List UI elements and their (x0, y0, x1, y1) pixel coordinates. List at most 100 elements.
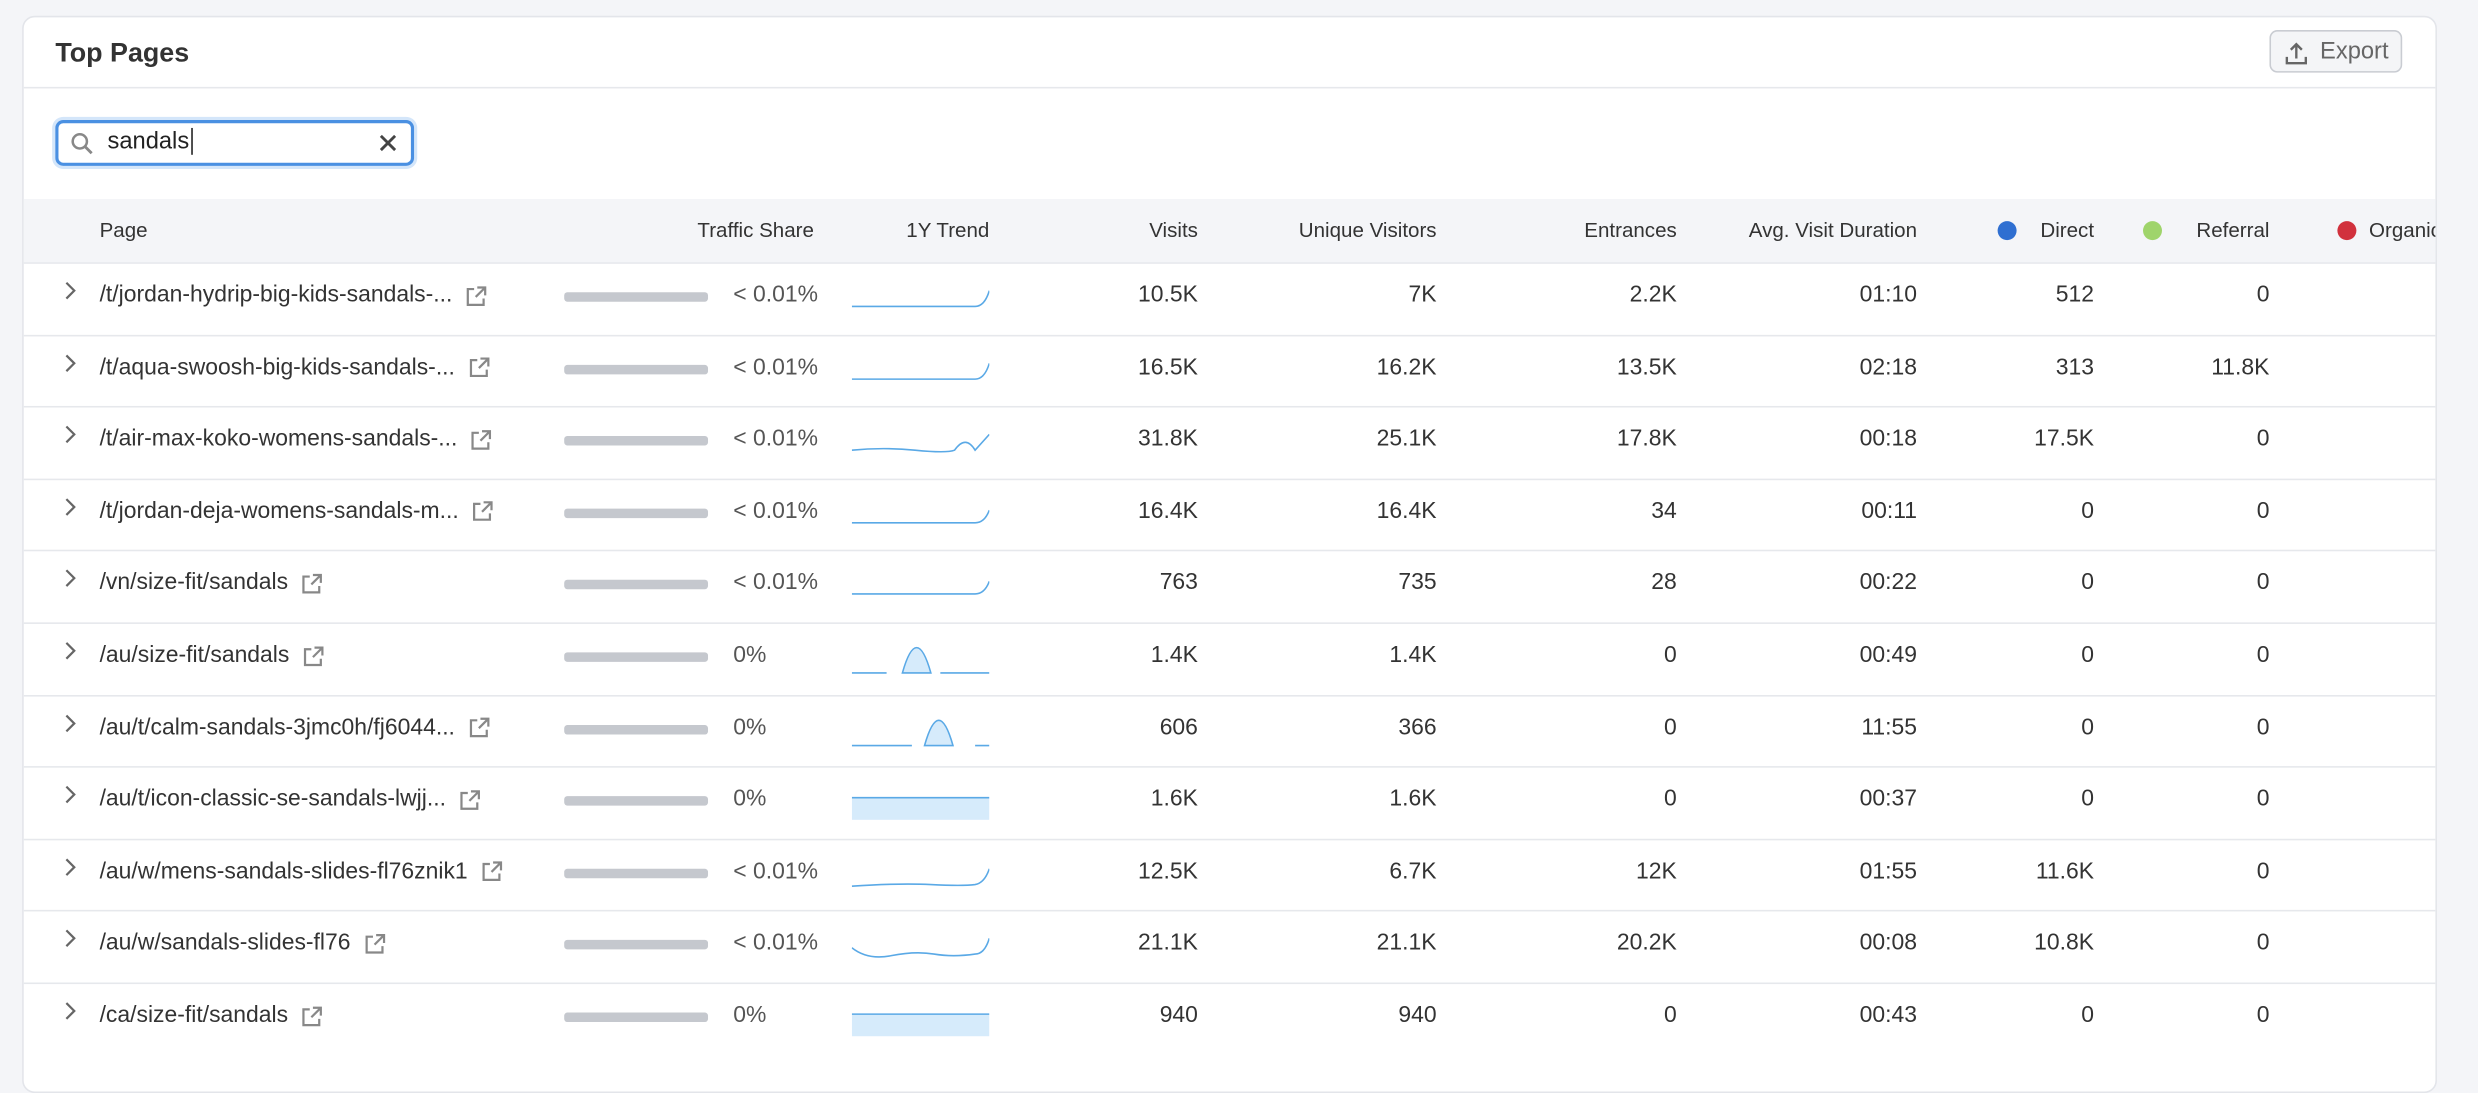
card-title: Top Pages (55, 37, 190, 68)
expand-chevron[interactable] (62, 424, 78, 454)
expand-chevron[interactable] (62, 640, 78, 670)
search-input[interactable]: sandals (107, 127, 193, 155)
page-link[interactable]: /vn/size-fit/sandals (100, 568, 325, 600)
page-link[interactable]: /t/air-max-koko-womens-sandals-... (100, 424, 494, 456)
page-link[interactable]: /au/size-fit/sandals (100, 640, 326, 672)
search-box[interactable]: sandals (55, 120, 415, 166)
page-link[interactable]: /t/jordan-hydrip-big-kids-sandals-... (100, 280, 489, 312)
cell-value: 0 (2081, 498, 2095, 525)
page-url[interactable]: /ca/size-fit/sandals (99, 1003, 289, 1029)
expand-chevron[interactable] (62, 496, 78, 526)
external-link-icon[interactable] (470, 428, 494, 452)
page-url[interactable]: /t/jordan-hydrip-big-kids-sandals-... (99, 282, 453, 309)
trend-sparkline (851, 776, 990, 831)
share-bar (564, 1012, 709, 1023)
expand-chevron[interactable] (62, 280, 78, 310)
external-link-icon[interactable] (301, 1004, 325, 1028)
expand-chevron[interactable] (62, 856, 78, 886)
trend-sparkline (851, 632, 990, 687)
external-link-icon[interactable] (459, 788, 483, 812)
cell-value: 25.1K (1376, 426, 1437, 453)
page-link[interactable]: /au/t/icon-classic-se-sandals-lwjj... (100, 784, 483, 816)
external-link-icon[interactable] (465, 284, 489, 308)
row-divider (23, 550, 2436, 552)
external-link-icon[interactable] (471, 500, 495, 524)
share-bar (564, 292, 709, 302)
column-header[interactable]: Page (99, 217, 148, 242)
external-link-icon[interactable] (480, 860, 504, 884)
cell-value: 6.7K (1389, 858, 1437, 885)
column-header[interactable]: Entrances (1584, 217, 1677, 242)
column-header[interactable]: Organic (2369, 217, 2437, 242)
cell-value: 0 (1664, 1003, 1677, 1029)
page-url[interactable]: /t/air-max-koko-womens-sandals-... (99, 426, 458, 453)
cell-value: 763 (1159, 570, 1198, 597)
cell-value: 0 (2256, 282, 2270, 309)
cell-value: 12.5K (1138, 858, 1198, 885)
page-url[interactable]: /au/w/sandals-slides-fl76 (99, 931, 351, 957)
page-link[interactable]: /t/jordan-deja-womens-sandals-m... (100, 496, 496, 528)
external-link-icon[interactable] (301, 572, 325, 596)
search-icon (71, 133, 93, 155)
external-link-icon[interactable] (468, 356, 492, 380)
row-divider (23, 406, 2436, 408)
cell-value: 17.8K (1616, 426, 1677, 453)
cell-value: 17.5K (2034, 426, 2095, 453)
traffic-share: < 0.01% (733, 354, 819, 381)
external-link-icon[interactable] (302, 644, 326, 668)
cell-value: 10.8K (2034, 931, 2095, 957)
export-icon (2285, 42, 2307, 65)
traffic-share: < 0.01% (733, 498, 819, 525)
page-url[interactable]: /t/jordan-deja-womens-sandals-m... (99, 498, 459, 525)
page-link[interactable]: /au/w/mens-sandals-slides-fl76znik1 (100, 856, 504, 888)
external-link-icon[interactable] (468, 716, 492, 740)
column-header[interactable]: Referral (2196, 217, 2270, 242)
page-url[interactable]: /au/t/icon-classic-se-sandals-lwjj... (99, 786, 446, 813)
cell-value: 11.8K (2211, 354, 2270, 381)
traffic-share: < 0.01% (733, 931, 819, 957)
cell-value: 00:43 (1859, 1003, 1918, 1029)
traffic-share: < 0.01% (733, 570, 819, 597)
table-header (23, 199, 2436, 263)
export-button[interactable]: Export (2269, 30, 2403, 73)
cell-value: 00:11 (1861, 498, 1918, 525)
column-header[interactable]: Unique Visitors (1298, 217, 1437, 242)
expand-chevron[interactable] (62, 352, 78, 382)
row-divider (23, 478, 2436, 480)
column-header[interactable]: Traffic Share (697, 217, 814, 242)
expand-chevron[interactable] (62, 928, 78, 958)
expand-chevron[interactable] (62, 568, 78, 598)
column-header[interactable]: Avg. Visit Duration (1748, 217, 1918, 242)
page-link[interactable]: /ca/size-fit/sandals (100, 1000, 325, 1032)
page-link[interactable]: /au/w/sandals-slides-fl76 (100, 928, 387, 960)
cell-value: 00:49 (1859, 642, 1918, 669)
page-url[interactable]: /t/aqua-swoosh-big-kids-sandals-... (99, 354, 455, 381)
cell-value: 11:55 (1861, 714, 1918, 741)
cell-value: 0 (2081, 714, 2095, 741)
page-link[interactable]: /t/aqua-swoosh-big-kids-sandals-... (100, 352, 492, 384)
share-bar (564, 652, 709, 662)
page-url[interactable]: /au/w/mens-sandals-slides-fl76znik1 (99, 858, 468, 885)
page-url[interactable]: /vn/size-fit/sandals (99, 570, 289, 597)
page-link[interactable]: /au/t/calm-sandals-3jmc0h/fj6044... (100, 712, 492, 744)
cell-value: 12K (1636, 858, 1677, 885)
page-url[interactable]: /au/size-fit/sandals (99, 642, 290, 669)
column-header[interactable]: 1Y Trend (906, 217, 990, 242)
expand-chevron[interactable] (62, 1000, 78, 1030)
row-divider (23, 910, 2436, 913)
cell-value: 1.6K (1389, 786, 1437, 813)
page-url[interactable]: /au/t/calm-sandals-3jmc0h/fj6044... (99, 714, 455, 741)
column-header[interactable]: Direct (2040, 217, 2095, 242)
cell-value: 02:18 (1859, 354, 1918, 381)
column-header[interactable]: Visits (1149, 217, 1198, 242)
legend-dot (1997, 221, 2017, 241)
clear-button[interactable] (378, 133, 399, 154)
external-link-icon[interactable] (363, 932, 387, 956)
trend-sparkline (851, 560, 991, 615)
cell-value: 31.8K (1138, 426, 1198, 453)
row-divider (23, 694, 2436, 696)
top-pages-card: Top Pages Export sandals Page Traffic Sha… (22, 15, 2437, 1093)
expand-chevron[interactable] (62, 784, 78, 814)
expand-chevron[interactable] (62, 712, 78, 742)
traffic-share: 0% (733, 714, 767, 741)
